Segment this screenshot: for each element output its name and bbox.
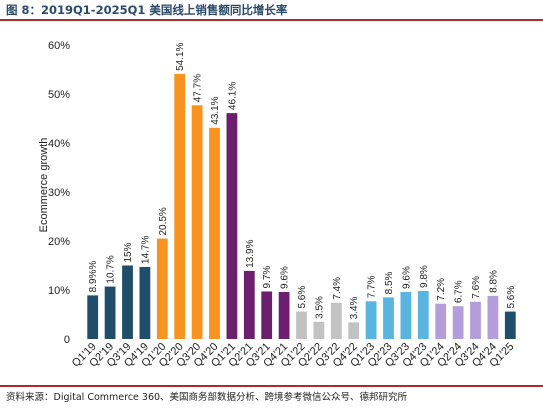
bar xyxy=(365,301,377,339)
y-axis-label: Ecommerce growth xyxy=(38,138,50,233)
bar xyxy=(487,295,499,339)
bar xyxy=(174,73,186,339)
data-label: 15% xyxy=(123,242,134,262)
y-axis-ticks: 0 10% 20% 30% 40% 50% 60% xyxy=(48,40,70,346)
bar xyxy=(400,291,412,339)
source-note: 资料来源：Digital Commerce 360、美国商务部数据分析、跨境参考… xyxy=(6,392,408,403)
data-label: 47.7% xyxy=(193,74,204,102)
data-label: 7.7% xyxy=(367,275,378,298)
bar xyxy=(122,265,133,339)
data-label: 10.7% xyxy=(106,255,117,283)
data-label: 8.9%% xyxy=(88,261,99,293)
data-labels: 8.9%% 10.7% 15% 14.7% 20.5% 54.1% 47.7% 43.1% 46… xyxy=(88,42,517,319)
bar xyxy=(504,311,516,339)
bar xyxy=(348,322,360,339)
data-label: 7.6% xyxy=(471,276,482,299)
bar xyxy=(243,270,255,339)
source-rule xyxy=(0,385,543,387)
y-tick-label: 60% xyxy=(48,40,70,52)
bar xyxy=(435,303,447,339)
bar xyxy=(156,238,168,339)
data-label: 43.1% xyxy=(210,96,221,124)
bar xyxy=(470,301,481,339)
data-label: 9.6% xyxy=(401,266,412,289)
bar xyxy=(383,297,394,339)
data-label: 13.9% xyxy=(245,239,256,267)
data-label: 46.1% xyxy=(227,82,238,110)
data-label: 5.6% xyxy=(297,286,308,309)
data-label: 7.2% xyxy=(436,278,447,301)
data-label: 7.4% xyxy=(332,277,343,300)
x-axis-ticks: Q1'19Q2'19Q3'19Q4'19Q1'20Q2'20Q3'20Q4'20… xyxy=(70,341,517,370)
bar xyxy=(278,291,290,339)
title-rule xyxy=(0,19,543,21)
data-label: 6.7% xyxy=(454,280,465,303)
y-tick-label: 20% xyxy=(48,236,70,248)
bar xyxy=(313,321,325,339)
bar xyxy=(87,295,99,339)
data-label: 8.8% xyxy=(488,270,499,293)
bar xyxy=(330,302,342,339)
y-tick-label: 30% xyxy=(48,187,70,199)
y-tick-label: 40% xyxy=(48,138,70,150)
bar xyxy=(104,286,116,339)
bar xyxy=(226,113,238,339)
bar xyxy=(296,311,307,339)
data-label: 14.7% xyxy=(140,236,151,264)
bar xyxy=(209,127,220,339)
data-label: 3.4% xyxy=(349,296,360,319)
y-tick-label: 50% xyxy=(48,89,70,101)
data-label: 3.5% xyxy=(314,296,325,319)
data-label: 9.8% xyxy=(419,265,430,288)
data-label: 54.1% xyxy=(175,42,186,70)
bar xyxy=(261,291,273,339)
data-label: 9.6% xyxy=(280,266,291,289)
figure-title: 图 8：2019Q1-2025Q1 美国线上销售额同比增长率 xyxy=(6,3,288,17)
bar xyxy=(417,290,429,339)
data-label: 5.6% xyxy=(506,286,517,309)
bar xyxy=(452,306,464,339)
y-tick-label: 0 xyxy=(64,334,70,346)
y-tick-label: 10% xyxy=(48,285,70,297)
data-label: 20.5% xyxy=(158,207,169,235)
bar xyxy=(139,266,151,339)
bars xyxy=(87,73,516,340)
bar xyxy=(191,105,203,340)
data-label: 9.7% xyxy=(262,266,273,289)
data-label: 8.5% xyxy=(384,271,395,294)
